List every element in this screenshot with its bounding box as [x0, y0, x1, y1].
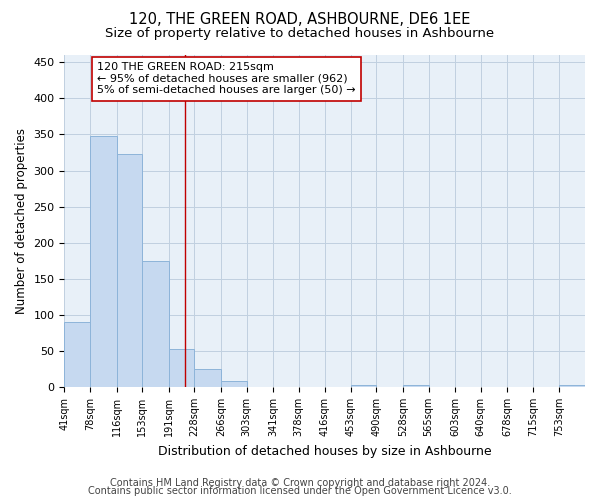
Bar	[142, 260, 169, 387]
Bar	[194, 369, 221, 387]
Bar	[90, 136, 116, 387]
X-axis label: Distribution of detached houses by size in Ashbourne: Distribution of detached houses by size …	[158, 444, 491, 458]
Bar	[64, 322, 90, 387]
Bar	[559, 385, 585, 387]
Text: 120, THE GREEN ROAD, ASHBOURNE, DE6 1EE: 120, THE GREEN ROAD, ASHBOURNE, DE6 1EE	[130, 12, 470, 28]
Bar	[221, 382, 247, 387]
Text: Size of property relative to detached houses in Ashbourne: Size of property relative to detached ho…	[106, 28, 494, 40]
Bar	[351, 385, 376, 387]
Bar	[403, 385, 428, 387]
Text: Contains HM Land Registry data © Crown copyright and database right 2024.: Contains HM Land Registry data © Crown c…	[110, 478, 490, 488]
Text: 120 THE GREEN ROAD: 215sqm
← 95% of detached houses are smaller (962)
5% of semi: 120 THE GREEN ROAD: 215sqm ← 95% of deta…	[97, 62, 356, 96]
Bar	[169, 349, 194, 387]
Text: Contains public sector information licensed under the Open Government Licence v3: Contains public sector information licen…	[88, 486, 512, 496]
Bar	[116, 154, 142, 387]
Y-axis label: Number of detached properties: Number of detached properties	[15, 128, 28, 314]
